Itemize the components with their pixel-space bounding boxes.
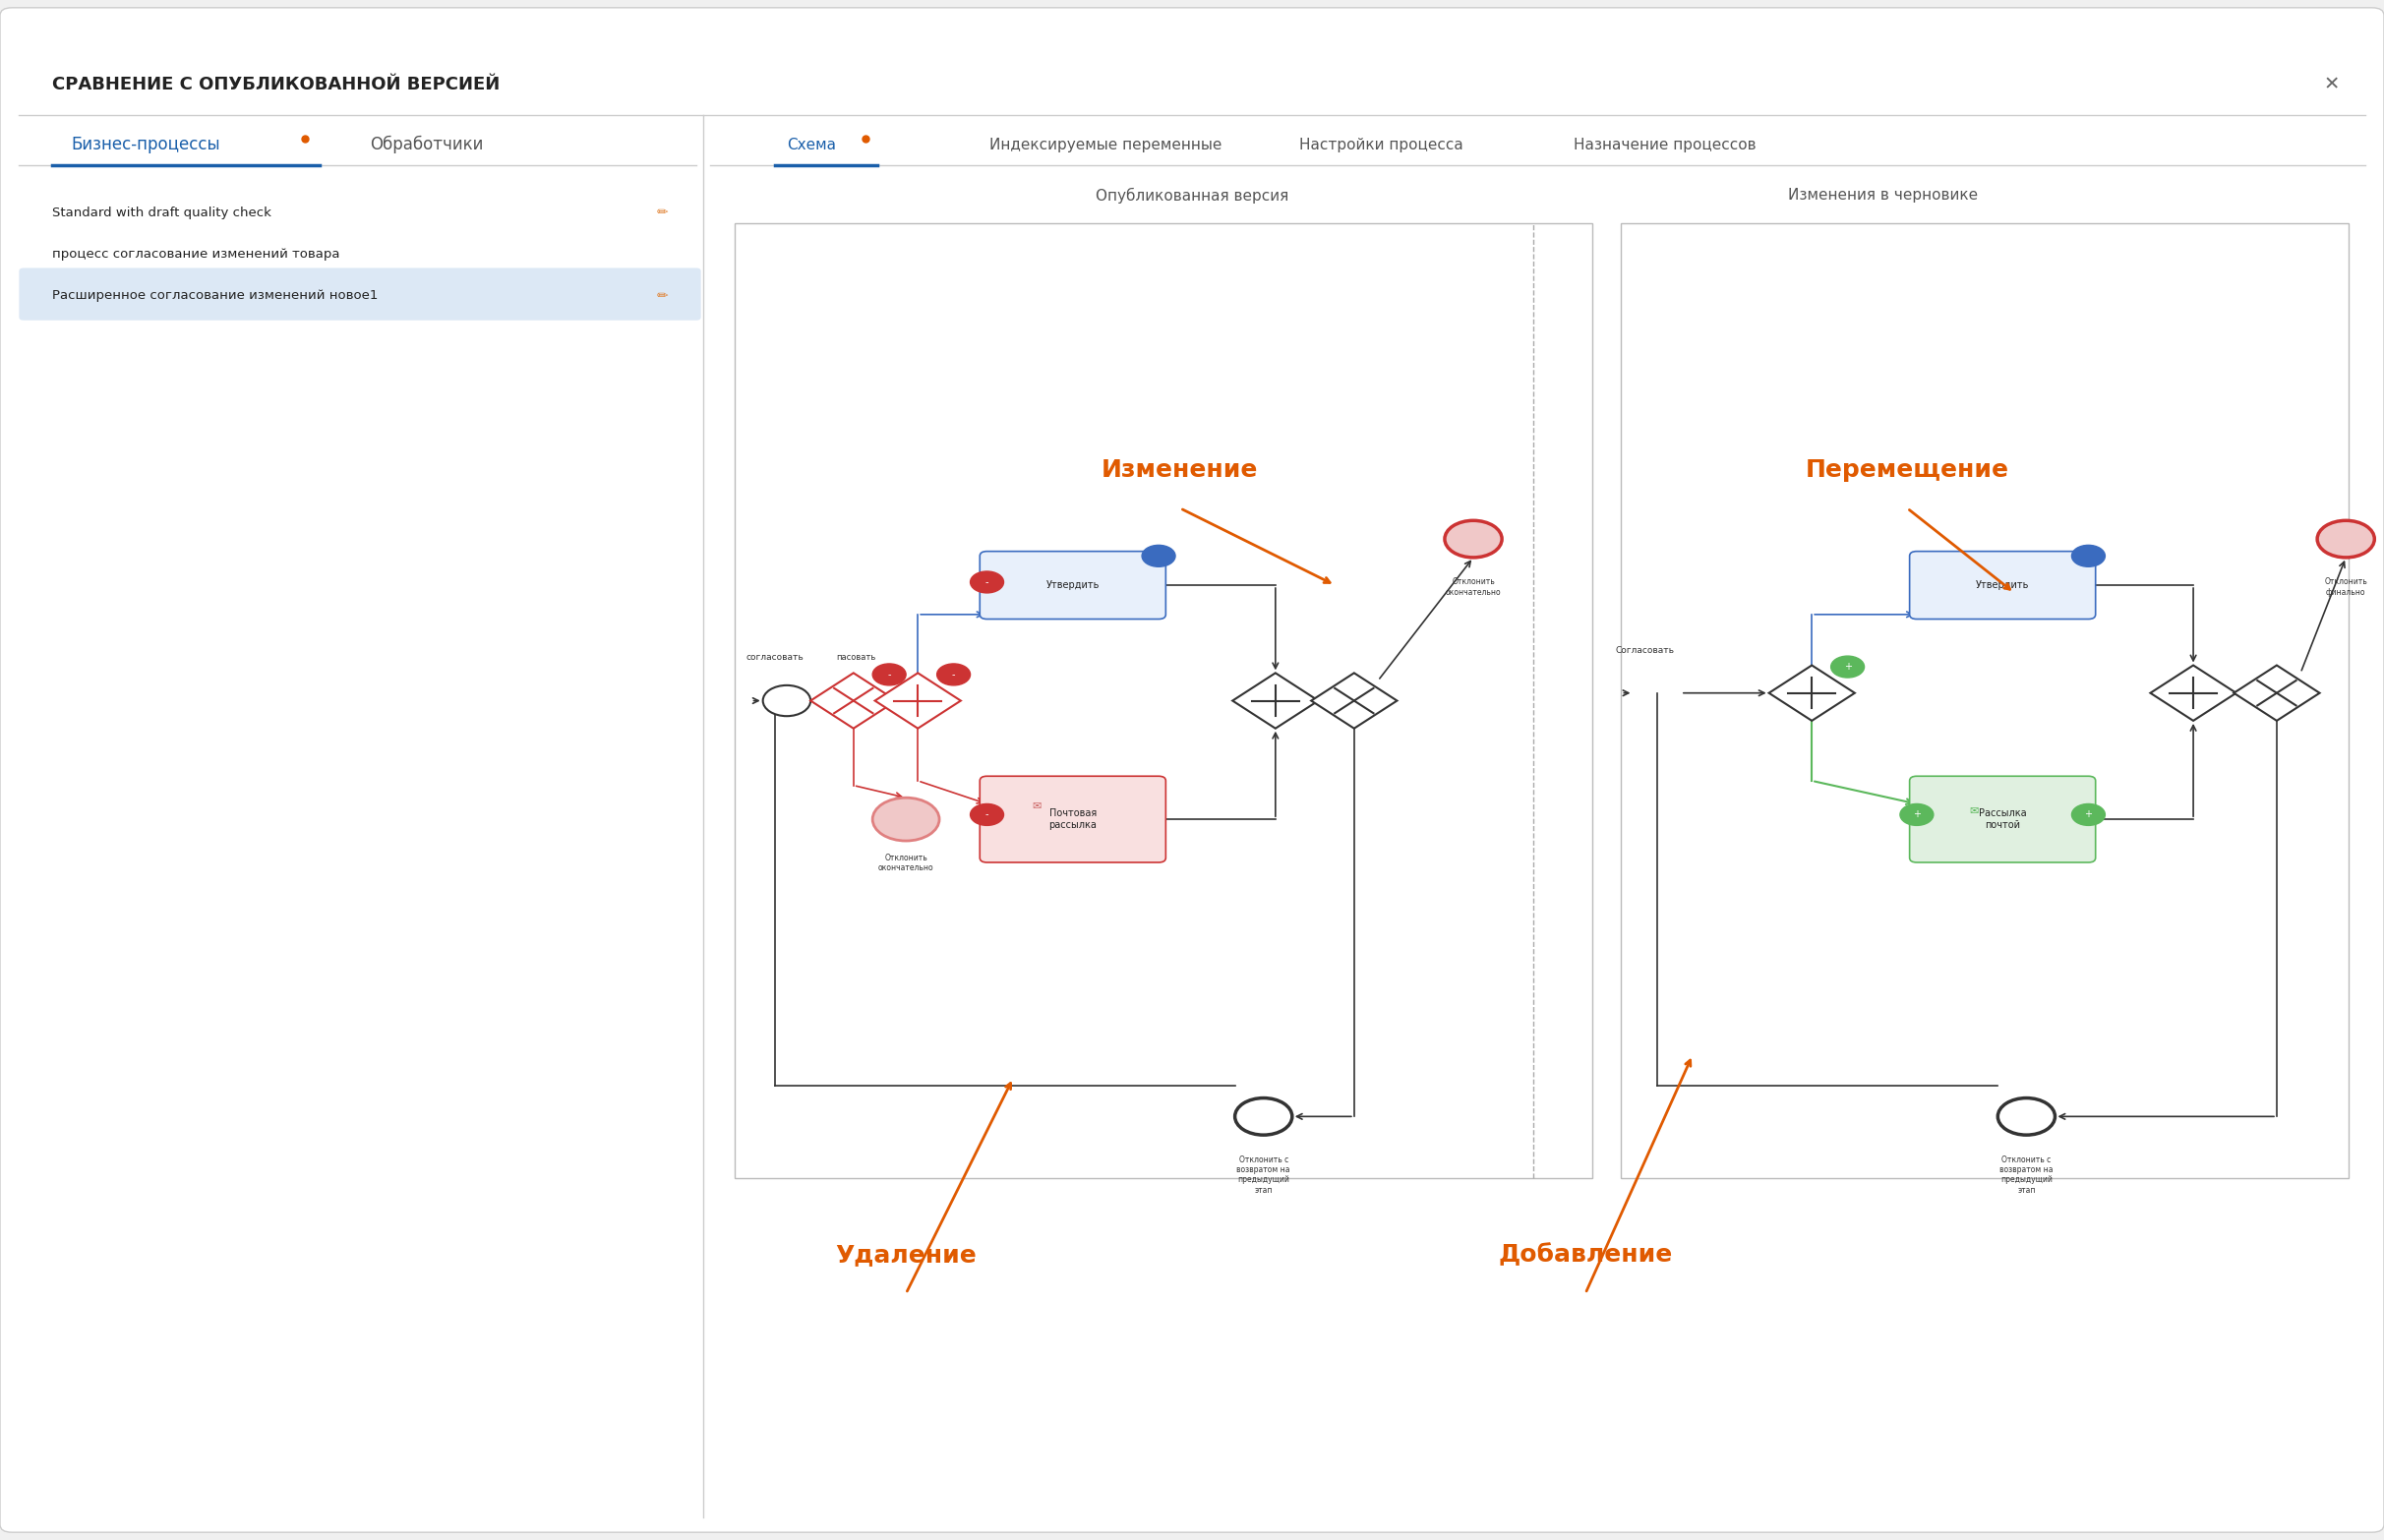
Text: ✏: ✏	[658, 290, 668, 302]
Text: Отклонить с
возвратом на
предыдущий
этап: Отклонить с возвратом на предыдущий этап	[1237, 1155, 1290, 1195]
Text: Standard with draft quality check: Standard with draft quality check	[52, 206, 272, 219]
Text: Обработчики: Обработчики	[370, 136, 484, 154]
Circle shape	[2317, 521, 2374, 557]
Text: -: -	[985, 810, 989, 819]
Text: -: -	[887, 670, 892, 679]
Text: процесс согласование изменений товара: процесс согласование изменений товара	[52, 248, 341, 260]
Circle shape	[970, 571, 1004, 593]
Text: Рассылка
почтой: Рассылка почтой	[1979, 809, 2026, 830]
Polygon shape	[1233, 673, 1318, 728]
Text: Согласовать: Согласовать	[1616, 645, 1674, 654]
Polygon shape	[1769, 665, 1855, 721]
Text: Схема: Схема	[787, 137, 837, 152]
Text: Отклонить
окончательно: Отклонить окончательно	[877, 853, 935, 872]
Text: ✕: ✕	[2324, 75, 2339, 94]
FancyBboxPatch shape	[1910, 776, 2096, 862]
Text: ✉: ✉	[1969, 807, 1979, 816]
Text: Настройки процесса: Настройки процесса	[1299, 137, 1464, 152]
Text: Перемещение: Перемещение	[1805, 457, 2010, 482]
Circle shape	[1900, 804, 1933, 825]
Text: Удаление: Удаление	[834, 1243, 977, 1267]
FancyBboxPatch shape	[734, 223, 1593, 1178]
Text: +: +	[1843, 662, 1852, 671]
FancyBboxPatch shape	[0, 8, 2384, 1532]
Polygon shape	[1311, 673, 1397, 728]
Text: ✏: ✏	[658, 206, 668, 219]
Polygon shape	[811, 673, 896, 728]
Text: Бизнес-процессы: Бизнес-процессы	[72, 136, 222, 154]
Text: СРАВНЕНИЕ С ОПУБЛИКОВАННОЙ ВЕРСИЕЙ: СРАВНЕНИЕ С ОПУБЛИКОВАННОЙ ВЕРСИЕЙ	[52, 75, 501, 94]
Circle shape	[873, 798, 939, 841]
FancyBboxPatch shape	[19, 268, 701, 320]
Text: Отклонить
финально: Отклонить финально	[2324, 578, 2367, 596]
Text: ✉: ✉	[1032, 802, 1042, 812]
Text: согласовать: согласовать	[746, 653, 803, 662]
Circle shape	[970, 804, 1004, 825]
FancyBboxPatch shape	[1621, 223, 2348, 1178]
Text: Опубликованная версия: Опубликованная версия	[1097, 188, 1287, 203]
Text: Утвердить: Утвердить	[1976, 581, 2029, 590]
Polygon shape	[875, 673, 961, 728]
Text: Отклонить с
возвратом на
предыдущий
этап: Отклонить с возвратом на предыдущий этап	[2000, 1155, 2053, 1195]
Circle shape	[937, 664, 970, 685]
Text: Изменение: Изменение	[1101, 457, 1259, 482]
Circle shape	[2072, 545, 2105, 567]
Text: -: -	[951, 670, 956, 679]
FancyBboxPatch shape	[1910, 551, 2096, 619]
Text: Индексируемые переменные: Индексируемые переменные	[989, 137, 1223, 152]
Text: -: -	[985, 578, 989, 587]
Circle shape	[1998, 1098, 2055, 1135]
Text: Расширенное согласование изменений новое1: Расширенное согласование изменений новое…	[52, 290, 379, 302]
Circle shape	[1142, 545, 1175, 567]
Circle shape	[2072, 804, 2105, 825]
Circle shape	[1235, 1098, 1292, 1135]
Text: Изменения в черновике: Изменения в черновике	[1788, 188, 1979, 203]
Text: Отклонить
окончательно: Отклонить окончательно	[1445, 578, 1502, 596]
Text: Утвердить: Утвердить	[1047, 581, 1099, 590]
FancyBboxPatch shape	[980, 776, 1166, 862]
Text: Добавление: Добавление	[1497, 1243, 1674, 1267]
Text: Назначение процессов: Назначение процессов	[1573, 137, 1757, 152]
Text: +: +	[1912, 810, 1922, 819]
Text: пасовать: пасовать	[837, 653, 875, 662]
Circle shape	[873, 664, 906, 685]
Polygon shape	[2150, 665, 2236, 721]
Circle shape	[1831, 656, 1864, 678]
Text: Почтовая
рассылка: Почтовая рассылка	[1049, 809, 1097, 830]
Circle shape	[763, 685, 811, 716]
Circle shape	[1445, 521, 1502, 557]
Polygon shape	[2234, 665, 2320, 721]
FancyBboxPatch shape	[980, 551, 1166, 619]
Text: +: +	[2084, 810, 2093, 819]
